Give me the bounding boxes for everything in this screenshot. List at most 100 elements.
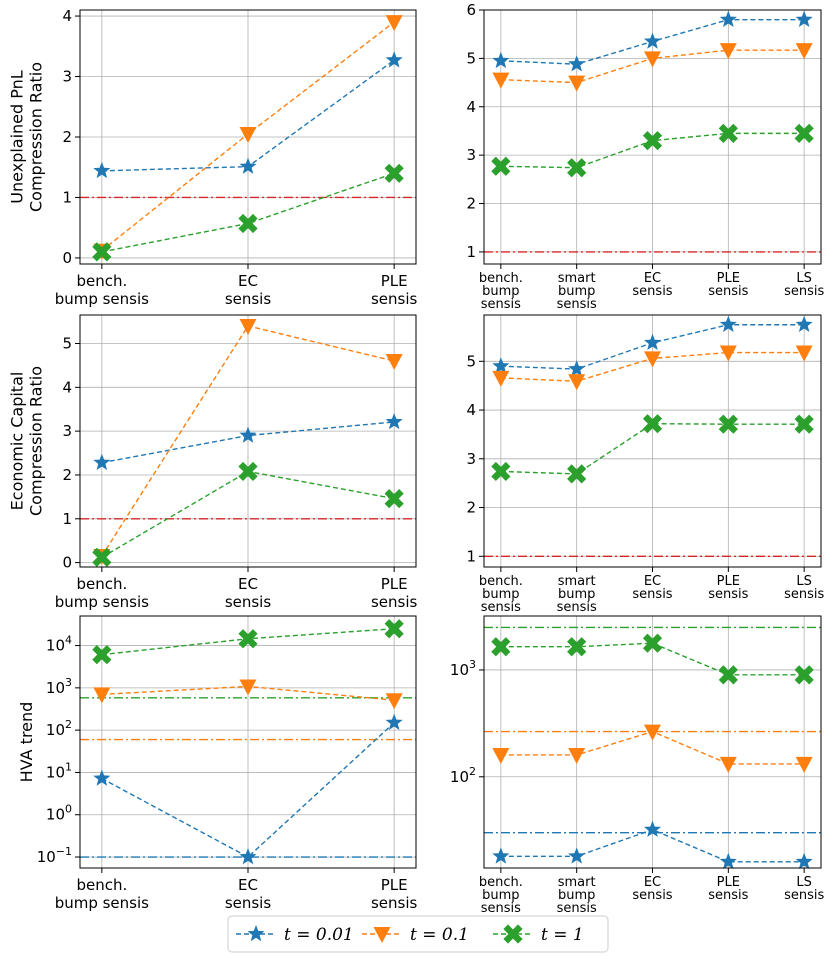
series-line-t1 <box>500 642 805 676</box>
data-point-t001 <box>795 10 813 27</box>
series-line-t001 <box>101 722 395 858</box>
legend: t = 0.01 t = 0.1 t = 1 <box>227 915 609 953</box>
series-line-t1 <box>500 422 805 475</box>
data-point-t001 <box>492 357 510 374</box>
x-tick-label: PLE sensis <box>371 575 418 611</box>
y-tick-label: 2 <box>62 466 72 484</box>
data-point-t1 <box>794 123 814 143</box>
legend-frame <box>227 915 609 953</box>
data-point-t01 <box>568 374 586 391</box>
y-tick-label: 102 <box>450 765 476 786</box>
data-point-t01 <box>239 679 257 696</box>
data-point-t001 <box>719 315 737 333</box>
data-point-t001 <box>568 360 586 377</box>
data-point-t001 <box>795 852 813 870</box>
data-point-t001 <box>239 157 257 174</box>
chart-upnl-left: 0 1 2 3 4 bench. bump sensis EC sensis PLE sensis U… <box>8 7 418 308</box>
x-tick-label: bench. bump sensis <box>55 575 149 611</box>
x-tick-label: smart bump sensis <box>557 574 597 615</box>
x-tick-label: EC sensis <box>225 876 272 912</box>
x-tick-label: EC sensis <box>632 271 672 299</box>
data-point-t01 <box>795 756 813 773</box>
data-point-t01 <box>644 724 661 741</box>
data-point-t001 <box>643 32 662 49</box>
y-tick-label: 4 <box>466 98 476 116</box>
y-tick-label: 4 <box>62 7 72 25</box>
data-point-t1 <box>238 461 258 482</box>
data-point-t1 <box>642 131 663 151</box>
legend-label: t = 0.01 <box>284 925 354 945</box>
x-tick-label: LS sensis <box>784 271 824 299</box>
data-point-t001 <box>492 51 510 69</box>
y-axis-label: Unexplained PnLCompression Ratio <box>8 62 46 212</box>
data-point-t01 <box>385 15 403 32</box>
y-tick-label: 1 <box>62 510 72 528</box>
y-tick-label: 0 <box>62 249 72 267</box>
data-point-t001 <box>93 453 111 470</box>
data-point-t01 <box>644 351 661 368</box>
data-point-t01 <box>795 345 813 362</box>
legend-marker-t1 <box>503 924 523 944</box>
x-tick-label: PLE sensis <box>371 272 418 308</box>
data-point-t1 <box>92 645 112 665</box>
y-tick-label: 5 <box>466 352 476 370</box>
x-tick-label: EC sensis <box>225 272 272 308</box>
data-point-t1 <box>567 158 587 178</box>
y-tick-label: 4 <box>62 378 72 396</box>
x-tick-label: bench. bump sensis <box>479 271 523 312</box>
x-tick-label: PLE sensis <box>708 574 748 602</box>
x-tick-label: PLE sensis <box>708 271 748 299</box>
data-point-t1 <box>718 665 738 685</box>
legend-label: t = 1 <box>541 925 584 945</box>
y-tick-label: 2 <box>466 195 476 213</box>
x-tick-label: LS sensis <box>784 875 824 903</box>
data-point-t01 <box>385 693 403 710</box>
legend-marker-t001 <box>247 925 265 942</box>
data-point-t01 <box>239 126 257 143</box>
y-tick-label: 2 <box>62 128 72 146</box>
data-point-t1 <box>238 213 258 234</box>
x-tick-label: LS sensis <box>784 574 824 602</box>
y-axis-label: HVA trend <box>17 702 36 783</box>
data-point-t001 <box>568 55 586 72</box>
data-point-t001 <box>385 51 403 68</box>
data-point-t01 <box>239 318 257 335</box>
data-point-t1 <box>491 637 511 657</box>
y-tick-label: 100 <box>46 803 72 824</box>
x-tick-label: PLE sensis <box>371 876 418 912</box>
data-point-t1 <box>384 163 404 183</box>
y-tick-label: 102 <box>46 718 72 739</box>
data-point-t1 <box>794 665 814 685</box>
x-tick-label: bench. bump sensis <box>55 876 149 912</box>
data-point-t001 <box>93 161 111 179</box>
x-tick-label: PLE sensis <box>708 875 748 903</box>
y-tick-label: 2 <box>466 499 476 517</box>
x-tick-label: EC sensis <box>632 875 672 903</box>
data-point-t001 <box>795 315 813 333</box>
data-point-t1 <box>567 637 587 657</box>
data-point-t001 <box>385 412 403 430</box>
legend-entry-t1: t = 1 <box>493 924 584 945</box>
legend-entry-t01: t = 0.1 <box>362 925 469 945</box>
data-point-t01 <box>385 354 403 371</box>
y-tick-label: 103 <box>450 658 476 679</box>
chart-ec-right: 1 2 3 4 5 bench. bump sensis smart bump sensis EC se… <box>466 314 824 615</box>
data-point-t001 <box>239 426 257 443</box>
data-point-t1 <box>491 156 511 176</box>
y-tick-label: 101 <box>46 760 72 781</box>
data-point-t01 <box>719 756 737 773</box>
data-point-t001 <box>719 10 737 27</box>
data-point-t01 <box>93 687 111 704</box>
data-point-t1 <box>92 547 112 567</box>
chart-ec-left: 0 1 2 3 4 5 bench. bump sensis EC sensis PLE sensis… <box>8 314 418 611</box>
data-point-t01 <box>568 75 586 92</box>
data-point-t1 <box>642 414 663 434</box>
legend-entry-t001: t = 0.01 <box>236 925 354 945</box>
data-point-t001 <box>643 820 662 837</box>
data-point-t001 <box>385 713 403 730</box>
x-tick-label: smart bump sensis <box>557 875 597 916</box>
y-tick-label: 1 <box>466 243 476 261</box>
data-point-t1 <box>491 461 511 482</box>
y-tick-label: 3 <box>62 422 72 440</box>
data-point-t001 <box>643 333 662 351</box>
